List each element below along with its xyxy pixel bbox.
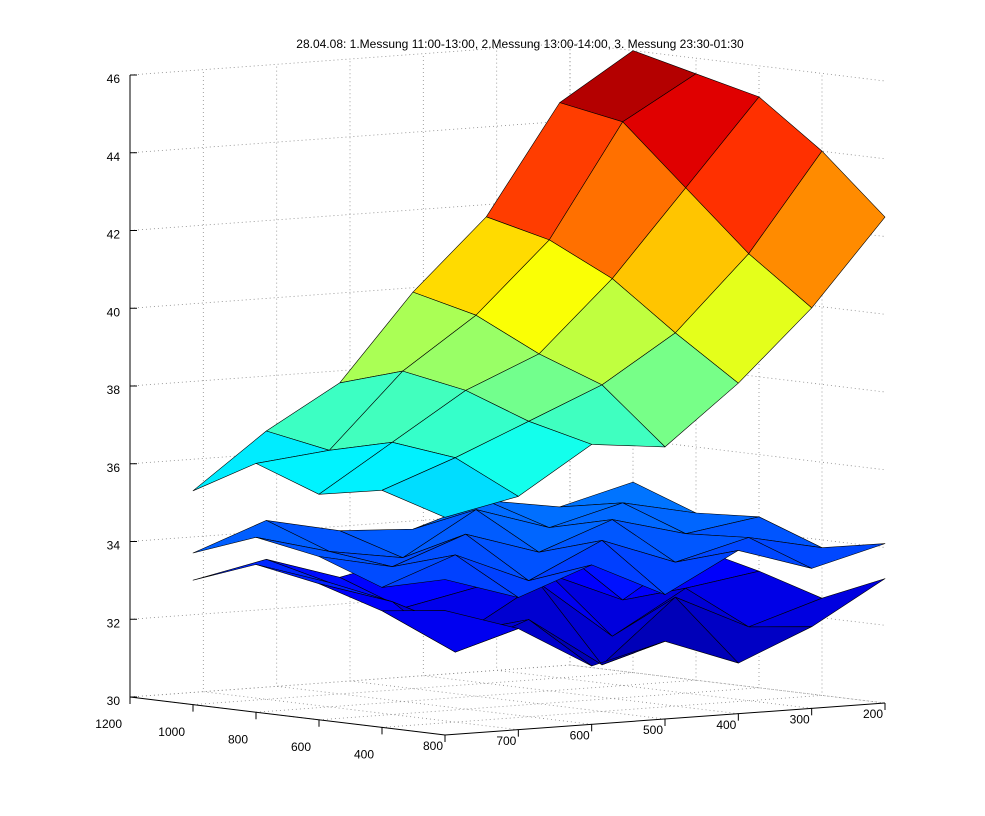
x-tick-label: 300 — [790, 713, 810, 727]
grid-line — [129, 431, 886, 471]
x-tick-label: 200 — [863, 707, 883, 721]
grid-line — [129, 353, 886, 393]
y-tick-label: 800 — [228, 732, 248, 746]
z-tick-label: 42 — [107, 228, 121, 242]
grid-line — [129, 664, 886, 704]
surface-patch — [381, 457, 519, 518]
z-tick-label: 36 — [107, 461, 121, 475]
z-tick-label: 32 — [107, 616, 121, 630]
y-tick-label: 1200 — [95, 717, 122, 731]
y-tick-label: 400 — [354, 748, 374, 762]
y-tick-label: 600 — [291, 740, 311, 754]
x-tick-label: 800 — [423, 739, 443, 753]
y-tick-label: 1000 — [158, 725, 185, 739]
grid-line — [129, 42, 886, 82]
surface-patch — [381, 610, 519, 653]
z-tick-label: 34 — [107, 539, 121, 553]
z-tick-label: 44 — [107, 150, 121, 164]
surface-patch — [381, 554, 519, 598]
x-tick-label: 600 — [570, 729, 590, 743]
chart-title: 28.04.08: 1.Messung 11:00-13:00, 2.Messu… — [296, 37, 744, 51]
z-tick-label: 40 — [107, 305, 121, 319]
x-tick-label: 500 — [643, 723, 663, 737]
x-tick-label: 700 — [496, 734, 516, 748]
x-tick-label: 400 — [716, 718, 736, 732]
z-tick-label: 38 — [107, 383, 121, 397]
z-tick-label: 30 — [107, 694, 121, 708]
axis-line — [129, 696, 446, 736]
z-tick-label: 46 — [107, 72, 121, 86]
